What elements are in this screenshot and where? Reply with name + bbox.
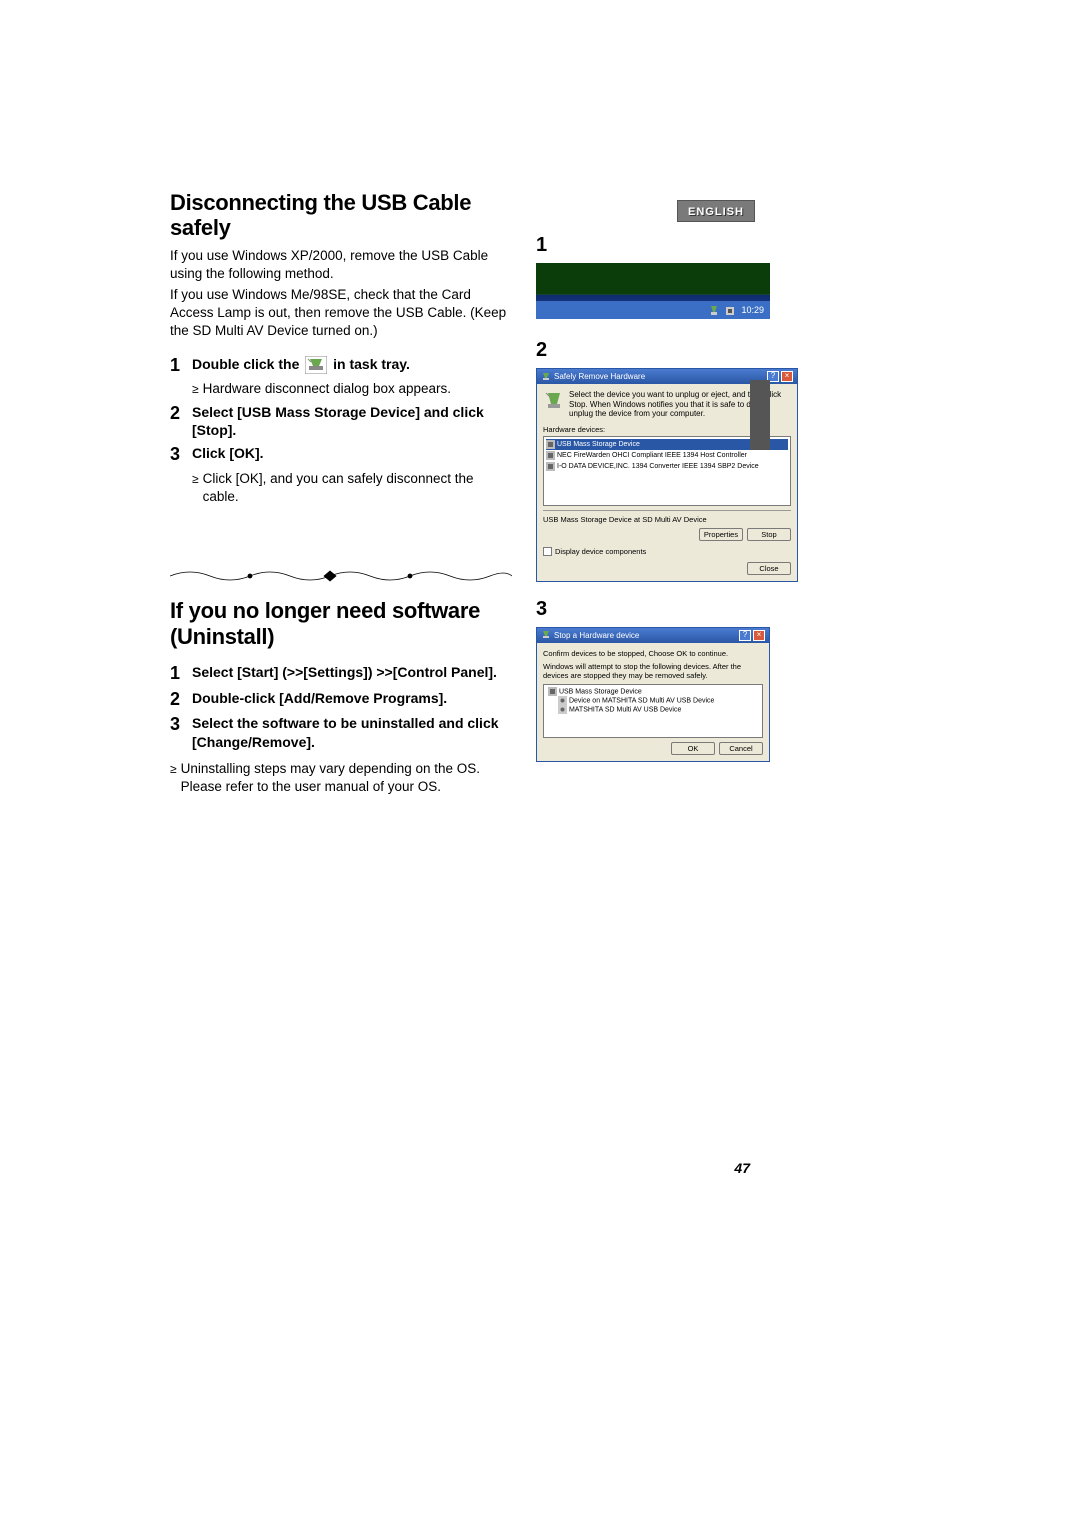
device-text: USB Mass Storage Device: [557, 441, 640, 448]
fig1-label: 1: [536, 234, 798, 257]
fig2-label: 2: [536, 339, 798, 362]
tree-text: MATSHITA SD Multi AV USB Device: [569, 706, 681, 713]
close-button[interactable]: ×: [781, 371, 793, 382]
device-text: NEC FireWarden OHCI Compliant IEEE 1394 …: [557, 452, 747, 459]
step-num: 1: [170, 663, 192, 685]
ok-button[interactable]: OK: [671, 742, 715, 755]
step-num: 2: [170, 403, 192, 425]
section2-note: Uninstalling steps may vary depending on…: [170, 760, 512, 796]
confirm-line2: Windows will attempt to stop the followi…: [543, 662, 763, 680]
help-button[interactable]: ?: [739, 630, 751, 641]
step1-post: in task tray.: [333, 356, 410, 372]
tray-icon-1: [709, 304, 719, 316]
usb-icon: [543, 390, 565, 412]
device-icon: [546, 462, 555, 471]
section1-intro2: If you use Windows Me/98SE, check that t…: [170, 286, 512, 341]
step1-sub: Hardware disconnect dialog box appears.: [192, 380, 512, 398]
step-num: 2: [170, 689, 192, 711]
fig1-taskbar-screenshot: 10:29: [536, 263, 770, 319]
right-column: 1 10:29 2: [536, 190, 798, 800]
step-3: 3 Click [OK].: [170, 444, 512, 466]
fig3-label: 3: [536, 598, 798, 621]
manual-page: ENGLISH Disconnecting the USB Cable safe…: [0, 0, 1080, 1526]
tray-icon-2: [725, 304, 735, 316]
step-text: Double click the in task tray.: [192, 355, 512, 374]
titlebar-icon: [541, 372, 551, 382]
step-3: 3 Select the software to be uninstalled …: [170, 714, 512, 752]
language-badge: ENGLISH: [677, 200, 755, 222]
step-2: 2 Double-click [Add/Remove Programs].: [170, 689, 512, 711]
device-item[interactable]: NEC FireWarden OHCI Compliant IEEE 1394 …: [546, 450, 788, 461]
step-text: Select [Start] (>>[Settings]) >>[Control…: [192, 663, 512, 682]
dialog-buttons-row: OK Cancel: [543, 742, 763, 755]
close-row: Close: [543, 562, 791, 575]
side-tab: [750, 380, 770, 450]
close-button[interactable]: ×: [753, 630, 765, 641]
confirm-line1: Confirm devices to be stopped, Choose OK…: [543, 649, 763, 658]
tree-item[interactable]: MATSHITA SD Multi AV USB Device: [546, 705, 760, 714]
tree-item[interactable]: USB Mass Storage Device: [546, 687, 760, 696]
section1-steps: 1 Double click the in task tray. Hardwar…: [170, 355, 512, 507]
page-columns: Disconnecting the USB Cable safely If yo…: [170, 190, 910, 800]
device-icon: [546, 451, 555, 460]
checkbox-label: Display device components: [555, 547, 646, 556]
step-num: 3: [170, 444, 192, 466]
dialog-status-text: USB Mass Storage Device at SD Multi AV D…: [543, 510, 791, 524]
close-button[interactable]: Close: [747, 562, 791, 575]
titlebar-icon: [541, 630, 551, 640]
display-components-checkbox[interactable]: [543, 547, 552, 556]
section1-title: Disconnecting the USB Cable safely: [170, 190, 512, 241]
dialog-body: Confirm devices to be stopped, Choose OK…: [537, 643, 769, 761]
left-column: Disconnecting the USB Cable safely If yo…: [170, 190, 512, 800]
step-num: 3: [170, 714, 192, 736]
properties-button[interactable]: Properties: [699, 528, 743, 541]
dialog-title-text: Safely Remove Hardware: [554, 372, 645, 381]
device-icon: [546, 440, 555, 449]
tree-text: USB Mass Storage Device: [559, 688, 642, 695]
dialog-titlebar: Stop a Hardware device ? ×: [537, 628, 769, 643]
section2-steps: 1 Select [Start] (>>[Settings]) >>[Contr…: [170, 663, 512, 752]
device-tree-box[interactable]: USB Mass Storage Device Device on MATSHI…: [543, 684, 763, 738]
titlebar-left: Stop a Hardware device: [541, 630, 639, 640]
stop-hardware-dialog: Stop a Hardware device ? × Confirm devic…: [536, 627, 770, 762]
step3-sub: Click [OK], and you can safely disconnec…: [192, 470, 512, 506]
step1-pre: Double click the: [192, 356, 299, 372]
device-icon: [548, 687, 557, 696]
taskbar: 10:29: [536, 301, 770, 319]
tray-icon: [305, 356, 327, 374]
page-number: 47: [734, 1160, 750, 1176]
step-num: 1: [170, 355, 192, 377]
step-1: 1 Select [Start] (>>[Settings]) >>[Contr…: [170, 663, 512, 685]
step-text: Select [USB Mass Storage Device] and cli…: [192, 403, 512, 441]
titlebar-buttons: ? ×: [739, 630, 765, 641]
titlebar-left: Safely Remove Hardware: [541, 372, 645, 382]
ornamental-divider: [170, 566, 512, 586]
stop-button[interactable]: Stop: [747, 528, 791, 541]
section1-intro1: If you use Windows XP/2000, remove the U…: [170, 247, 512, 283]
step-1: 1 Double click the in task tray.: [170, 355, 512, 377]
device-item[interactable]: I-O DATA DEVICE,INC. 1394 Converter IEEE…: [546, 461, 788, 472]
titlebar-buttons: ? ×: [767, 371, 793, 382]
step-2: 2 Select [USB Mass Storage Device] and c…: [170, 403, 512, 441]
device-text: I-O DATA DEVICE,INC. 1394 Converter IEEE…: [557, 463, 759, 470]
display-components-row: Display device components: [543, 547, 791, 556]
section2-title: If you no longer need software (Uninstal…: [170, 598, 512, 649]
cancel-button[interactable]: Cancel: [719, 742, 763, 755]
taskbar-clock: 10:29: [741, 305, 764, 315]
tree-item[interactable]: Device on MATSHITA SD Multi AV USB Devic…: [546, 696, 760, 705]
tree-text: Device on MATSHITA SD Multi AV USB Devic…: [569, 697, 715, 704]
device-icon: [558, 705, 567, 714]
dialog-buttons-row: Properties Stop: [543, 528, 791, 541]
device-icon: [558, 696, 567, 705]
dialog-title-text: Stop a Hardware device: [554, 631, 639, 640]
step-text: Double-click [Add/Remove Programs].: [192, 689, 512, 708]
step-text: Select the software to be uninstalled an…: [192, 714, 512, 752]
step-text: Click [OK].: [192, 444, 512, 463]
